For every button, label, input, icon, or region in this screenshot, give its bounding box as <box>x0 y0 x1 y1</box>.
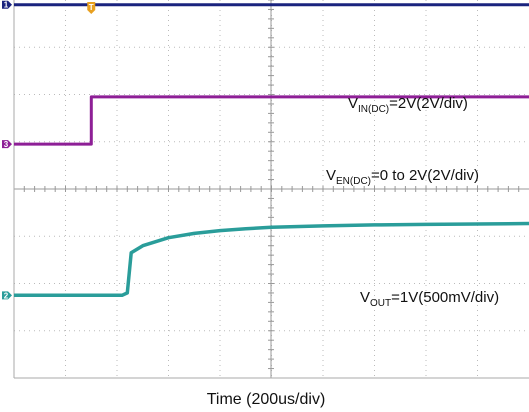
trigger-marker-label: T <box>89 3 94 12</box>
channel-marker-label: 2 <box>4 291 9 300</box>
trace-label-vout: VOUT=1V(500mV/div) <box>360 289 499 309</box>
trace-ven <box>14 95 529 146</box>
trigger-marker-shape <box>87 2 96 14</box>
trigger-marker: T <box>87 2 96 14</box>
channel-marker-shape <box>2 140 12 149</box>
channel-marker-shape <box>2 0 12 9</box>
grid <box>13 0 529 379</box>
channel-marker-label: 3 <box>4 140 9 149</box>
trace-vout <box>14 221 529 298</box>
trace-label-ven: VEN(DC)=0 to 2V(2V/div) <box>326 167 479 187</box>
channel-marker: 3 <box>2 140 12 149</box>
traces <box>14 3 529 298</box>
trace-label-vin: VIN(DC)=2V(2V/div) <box>348 95 468 115</box>
x-axis-label: Time (200us/div) <box>207 391 326 408</box>
channel-marker: 2 <box>2 291 12 300</box>
channel-marker-shape <box>2 291 12 300</box>
channel-marker: 1 <box>2 1 12 10</box>
channel-markers: 1 3 2 T <box>2 1 96 300</box>
channel-marker-label: 1 <box>4 1 9 10</box>
